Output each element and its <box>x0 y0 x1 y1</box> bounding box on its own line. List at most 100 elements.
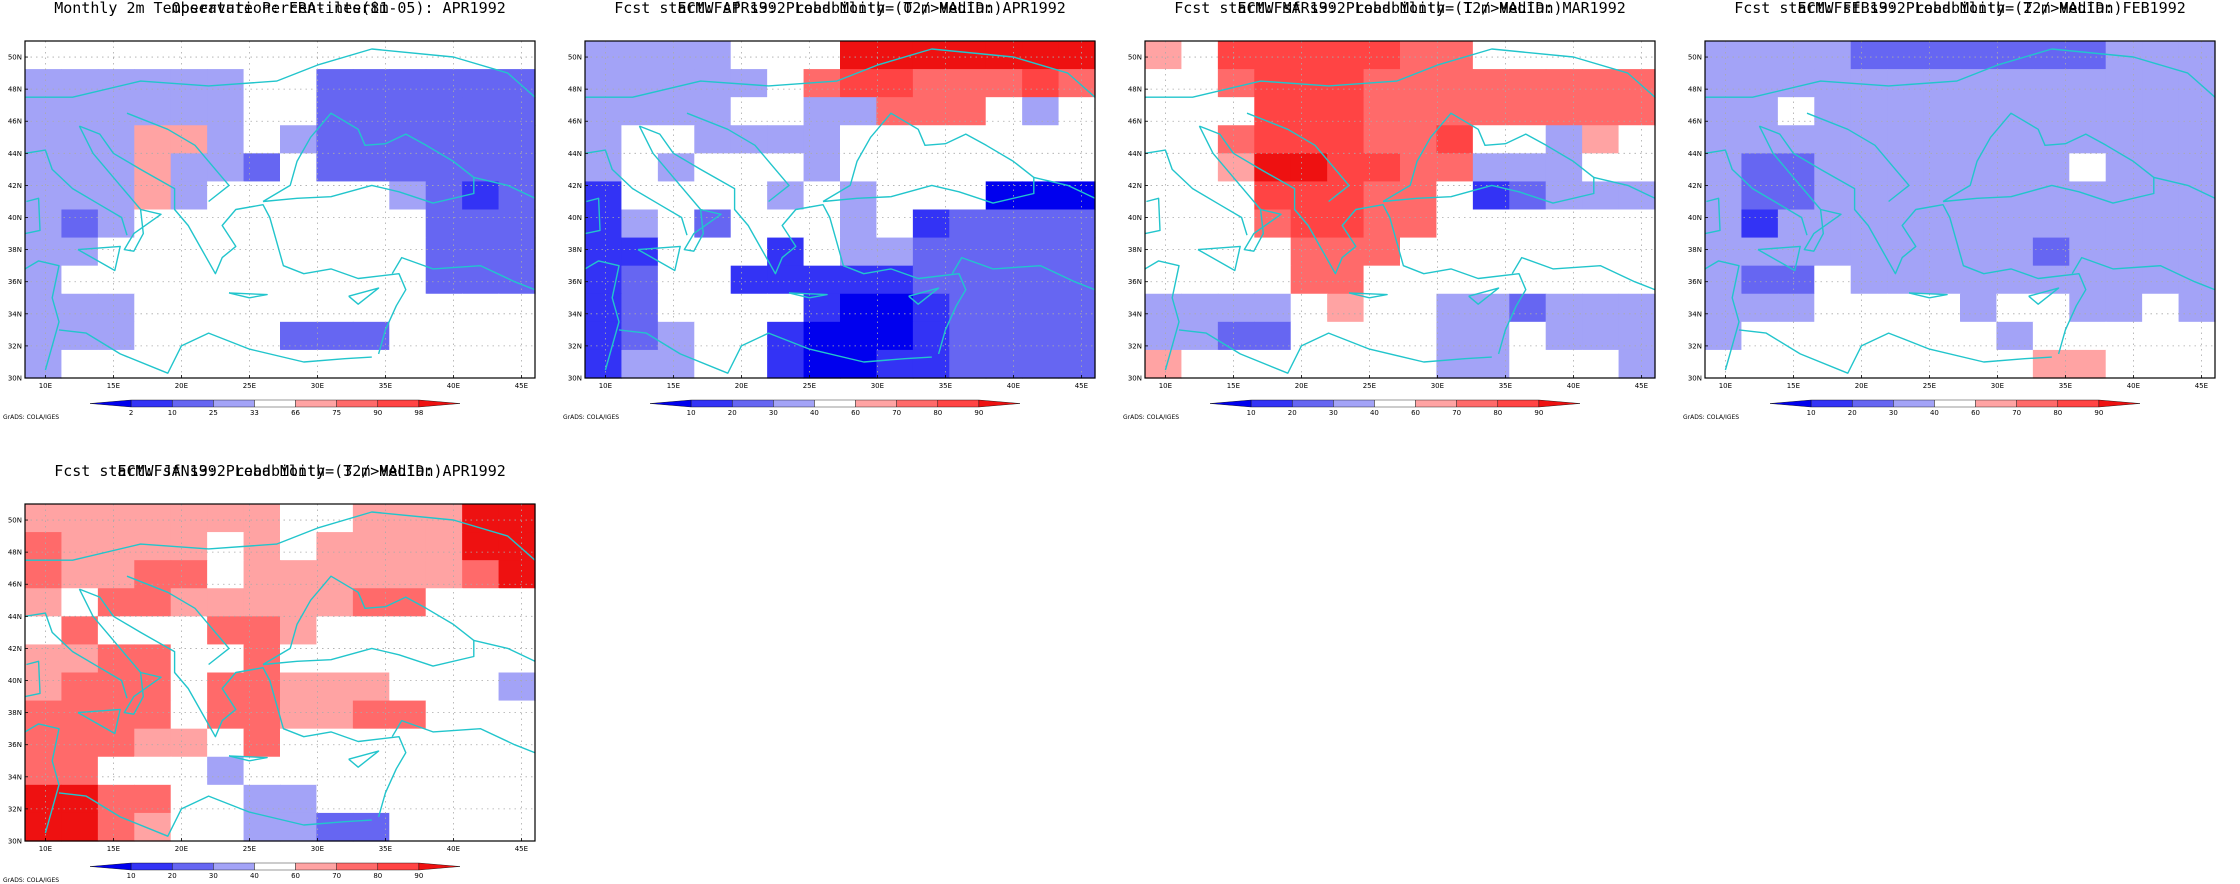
grid-cell <box>2105 181 2143 211</box>
grid-cell <box>61 321 99 351</box>
grid-cell <box>25 209 63 239</box>
grid-cell <box>170 125 208 154</box>
grid-cell <box>1887 209 1925 239</box>
lat-tick-label: 32N <box>568 342 582 350</box>
grid-cell <box>280 532 318 561</box>
coastlines <box>1145 48 1655 374</box>
grid-cell <box>949 237 987 267</box>
grid-cell <box>389 321 427 351</box>
lon-tick-label: 30E <box>311 845 324 853</box>
grid-cell <box>949 97 987 126</box>
grid-cell <box>61 125 99 154</box>
colorbar-label: 98 <box>414 409 423 417</box>
grid-cell <box>1960 265 1998 295</box>
grid-cell <box>1509 153 1547 183</box>
lat-tick-label: 30N <box>568 375 582 383</box>
grid-cell <box>316 293 354 323</box>
colorbar-label: 70 <box>332 872 341 880</box>
colorbar-label: 90 <box>974 409 983 417</box>
grid-cell <box>1996 237 2034 267</box>
grid-cell <box>2032 153 2070 183</box>
grid-cell <box>1545 69 1583 98</box>
colorbar-segment <box>773 399 815 408</box>
lat-tick-label: 34N <box>568 310 582 318</box>
lon-tick-label: 45E <box>515 382 528 390</box>
lat-tick-label: 46N <box>1128 118 1142 126</box>
grid-cell <box>912 349 950 379</box>
grid-cell <box>170 349 208 379</box>
grid-cell <box>985 125 1023 154</box>
lon-tick-label: 30E <box>871 382 884 390</box>
grid-cell <box>2032 97 2070 126</box>
map-panel-1: Observation: ERA-interim Monthly 2m Tempe… <box>0 0 560 421</box>
grid-cell <box>2105 69 2143 98</box>
lon-tick-label: 30E <box>311 382 324 390</box>
colorbar-segment <box>1456 399 1498 408</box>
grid-cell <box>389 672 427 702</box>
grid-cell <box>1509 237 1547 267</box>
lon-tick-label: 15E <box>667 382 680 390</box>
colorbar-segment <box>418 862 461 871</box>
grid-cell <box>97 349 135 379</box>
grid-cell <box>694 181 732 211</box>
grid-cell <box>621 237 659 267</box>
grid-cell <box>985 349 1023 379</box>
grid-cell <box>61 644 99 674</box>
grid-cell <box>389 41 427 70</box>
grid-cell <box>1777 97 1815 126</box>
grid-cell <box>1145 41 1183 70</box>
grid-cell <box>352 97 390 126</box>
grid-cell <box>1741 125 1779 154</box>
lat-tick-label: 40N <box>1128 214 1142 222</box>
grid-cell <box>876 69 914 98</box>
grid-cell <box>1217 153 1255 183</box>
lat-tick-label: 34N <box>1688 310 1702 318</box>
grid-cell <box>876 125 914 154</box>
grid-cell <box>949 69 987 98</box>
grid-cell <box>2142 181 2180 211</box>
grid-cell <box>2032 237 2070 267</box>
grid-cell <box>621 209 659 239</box>
panel-title-line-1: ECMWFsf s3: Probability (T2m>Median) <box>677 0 1003 17</box>
grid-cell <box>425 153 463 183</box>
grid-cell <box>425 265 463 295</box>
grid-cell <box>462 209 500 239</box>
grid-cell <box>2178 209 2216 239</box>
lat-tick-label: 48N <box>568 86 582 94</box>
grid-cell <box>1741 265 1779 295</box>
grid-cell <box>389 728 427 758</box>
grid-cell <box>767 349 805 379</box>
grid-cell <box>1960 125 1998 154</box>
grid-cell <box>425 700 463 730</box>
grid-cell <box>61 672 99 702</box>
grid-cell <box>876 41 914 70</box>
grid-cell <box>1741 321 1779 351</box>
colorbar-label: 20 <box>168 872 177 880</box>
grid-cell <box>1509 321 1547 351</box>
grid-cell <box>2105 349 2143 379</box>
grid-cell <box>1545 265 1583 295</box>
grid-cell <box>985 69 1023 98</box>
grid-cell <box>498 504 536 533</box>
grid-cell <box>1058 349 1096 379</box>
grid-cell <box>134 293 172 323</box>
grid-cell <box>462 293 500 323</box>
shaded-cells <box>25 504 536 842</box>
grid-cell <box>425 349 463 379</box>
grid-cell <box>25 153 63 183</box>
grid-cell <box>2069 349 2107 379</box>
colorbar-label: 33 <box>250 409 259 417</box>
lon-tick-label: 45E <box>2195 382 2208 390</box>
colorbar-segment <box>377 399 420 408</box>
grid-cell <box>352 153 390 183</box>
grid-cell <box>1814 237 1852 267</box>
grid-cell <box>280 784 318 814</box>
grid-cell <box>207 756 245 786</box>
grid-cell <box>840 125 878 154</box>
grid-cell <box>621 181 659 211</box>
colorbar-label: 2 <box>129 409 133 417</box>
grid-cell <box>1290 293 1328 323</box>
grid-cell <box>352 293 390 323</box>
grid-cell <box>803 293 841 323</box>
grid-cell <box>2178 265 2216 295</box>
